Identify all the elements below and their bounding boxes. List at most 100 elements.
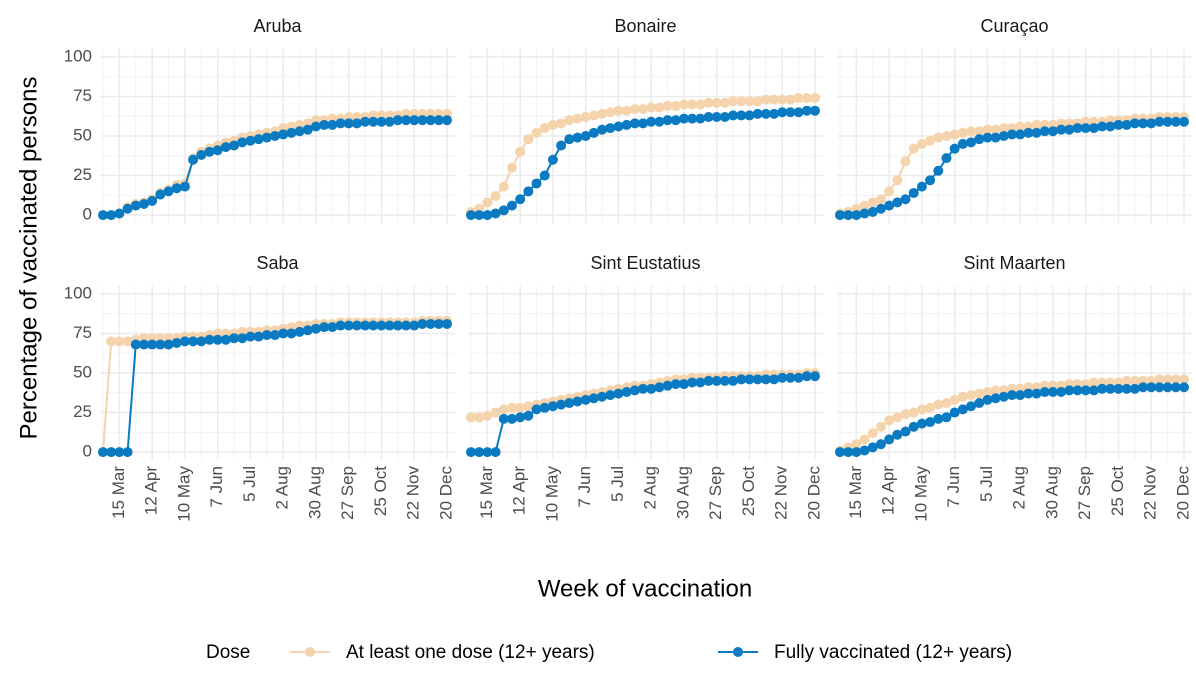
- data-point: [188, 336, 199, 347]
- data-point: [638, 383, 648, 394]
- data-point: [1080, 385, 1091, 396]
- data-point: [106, 447, 117, 458]
- data-point: [335, 118, 346, 129]
- data-point: [401, 115, 412, 126]
- data-point: [270, 330, 280, 341]
- data-point: [409, 320, 420, 331]
- data-point: [908, 143, 919, 154]
- data-point: [98, 210, 108, 221]
- data-point: [1056, 124, 1067, 135]
- data-point: [523, 186, 534, 197]
- data-point: [916, 418, 927, 429]
- data-point: [401, 320, 412, 331]
- data-point: [941, 153, 952, 164]
- data-point: [1023, 388, 1034, 399]
- data-point: [1129, 375, 1140, 386]
- data-point: [556, 399, 567, 410]
- data-point: [245, 135, 256, 146]
- data-point: [875, 421, 886, 432]
- data-point: [122, 447, 133, 458]
- data-point: [163, 186, 174, 197]
- data-point: [564, 134, 575, 145]
- data-point: [916, 181, 927, 192]
- data-point: [990, 132, 1001, 143]
- data-point: [884, 200, 895, 211]
- data-point: [974, 134, 985, 145]
- data-point: [916, 404, 927, 415]
- facet-title: Bonaire: [614, 16, 676, 36]
- data-point: [506, 162, 517, 173]
- data-point: [515, 402, 526, 413]
- data-point: [810, 105, 820, 116]
- data-point: [629, 385, 640, 396]
- x-tick-label: 7 Jun: [207, 466, 226, 508]
- data-point: [957, 391, 968, 402]
- data-point: [229, 140, 240, 151]
- data-point: [286, 127, 297, 138]
- data-point: [703, 375, 714, 386]
- data-point: [547, 154, 558, 165]
- data-point: [1039, 386, 1050, 397]
- data-point: [900, 194, 911, 205]
- data-point: [1039, 126, 1050, 137]
- data-point: [678, 99, 689, 110]
- data-point: [490, 191, 501, 202]
- data-point: [1154, 382, 1165, 393]
- data-point: [867, 197, 878, 208]
- data-point: [646, 383, 657, 394]
- data-point: [662, 100, 673, 111]
- data-point: [728, 375, 739, 386]
- data-point: [769, 374, 780, 385]
- data-point: [769, 94, 780, 105]
- data-point: [941, 398, 952, 409]
- data-point: [106, 210, 117, 221]
- data-point: [793, 93, 804, 104]
- data-point: [1154, 374, 1165, 385]
- x-tick-label: 27 Sep: [1075, 466, 1094, 520]
- data-point: [1007, 390, 1017, 401]
- data-point: [982, 394, 993, 405]
- data-point: [900, 156, 911, 167]
- data-point: [1146, 118, 1157, 129]
- data-point: [998, 123, 1009, 134]
- data-point: [851, 210, 862, 221]
- data-point: [261, 132, 272, 143]
- data-point: [130, 200, 141, 211]
- data-point: [425, 115, 436, 126]
- data-point: [392, 320, 403, 331]
- data-point: [171, 337, 182, 348]
- data-point: [351, 118, 362, 129]
- data-point: [990, 124, 1001, 135]
- data-point: [1097, 383, 1108, 394]
- data-point: [490, 447, 501, 458]
- data-point: [1129, 383, 1140, 394]
- data-point: [801, 371, 812, 382]
- data-point: [572, 132, 583, 143]
- data-point: [319, 322, 330, 333]
- data-point: [703, 97, 714, 108]
- y-tick-label: 50: [73, 125, 92, 144]
- x-tick-label: 30 Aug: [1042, 466, 1061, 519]
- data-point: [1162, 382, 1173, 393]
- data-point: [580, 112, 591, 123]
- x-tick-label: 15 Mar: [477, 466, 496, 519]
- data-point: [474, 210, 485, 221]
- data-point: [1154, 116, 1165, 127]
- data-point: [498, 404, 509, 415]
- data-point: [155, 339, 166, 350]
- data-point: [531, 404, 542, 415]
- data-point: [1088, 385, 1099, 396]
- data-point: [384, 116, 395, 127]
- data-point: [261, 330, 272, 341]
- data-point: [728, 96, 739, 107]
- data-point: [925, 417, 936, 428]
- data-point: [597, 391, 608, 402]
- data-point: [253, 134, 264, 145]
- x-tick-label: 25 Oct: [1108, 466, 1127, 516]
- data-point: [925, 135, 936, 146]
- data-point: [982, 124, 993, 135]
- data-point: [752, 374, 763, 385]
- x-tick-label: 10 May: [542, 466, 561, 522]
- data-point: [1097, 121, 1108, 132]
- x-tick-label: 15 Mar: [109, 466, 128, 519]
